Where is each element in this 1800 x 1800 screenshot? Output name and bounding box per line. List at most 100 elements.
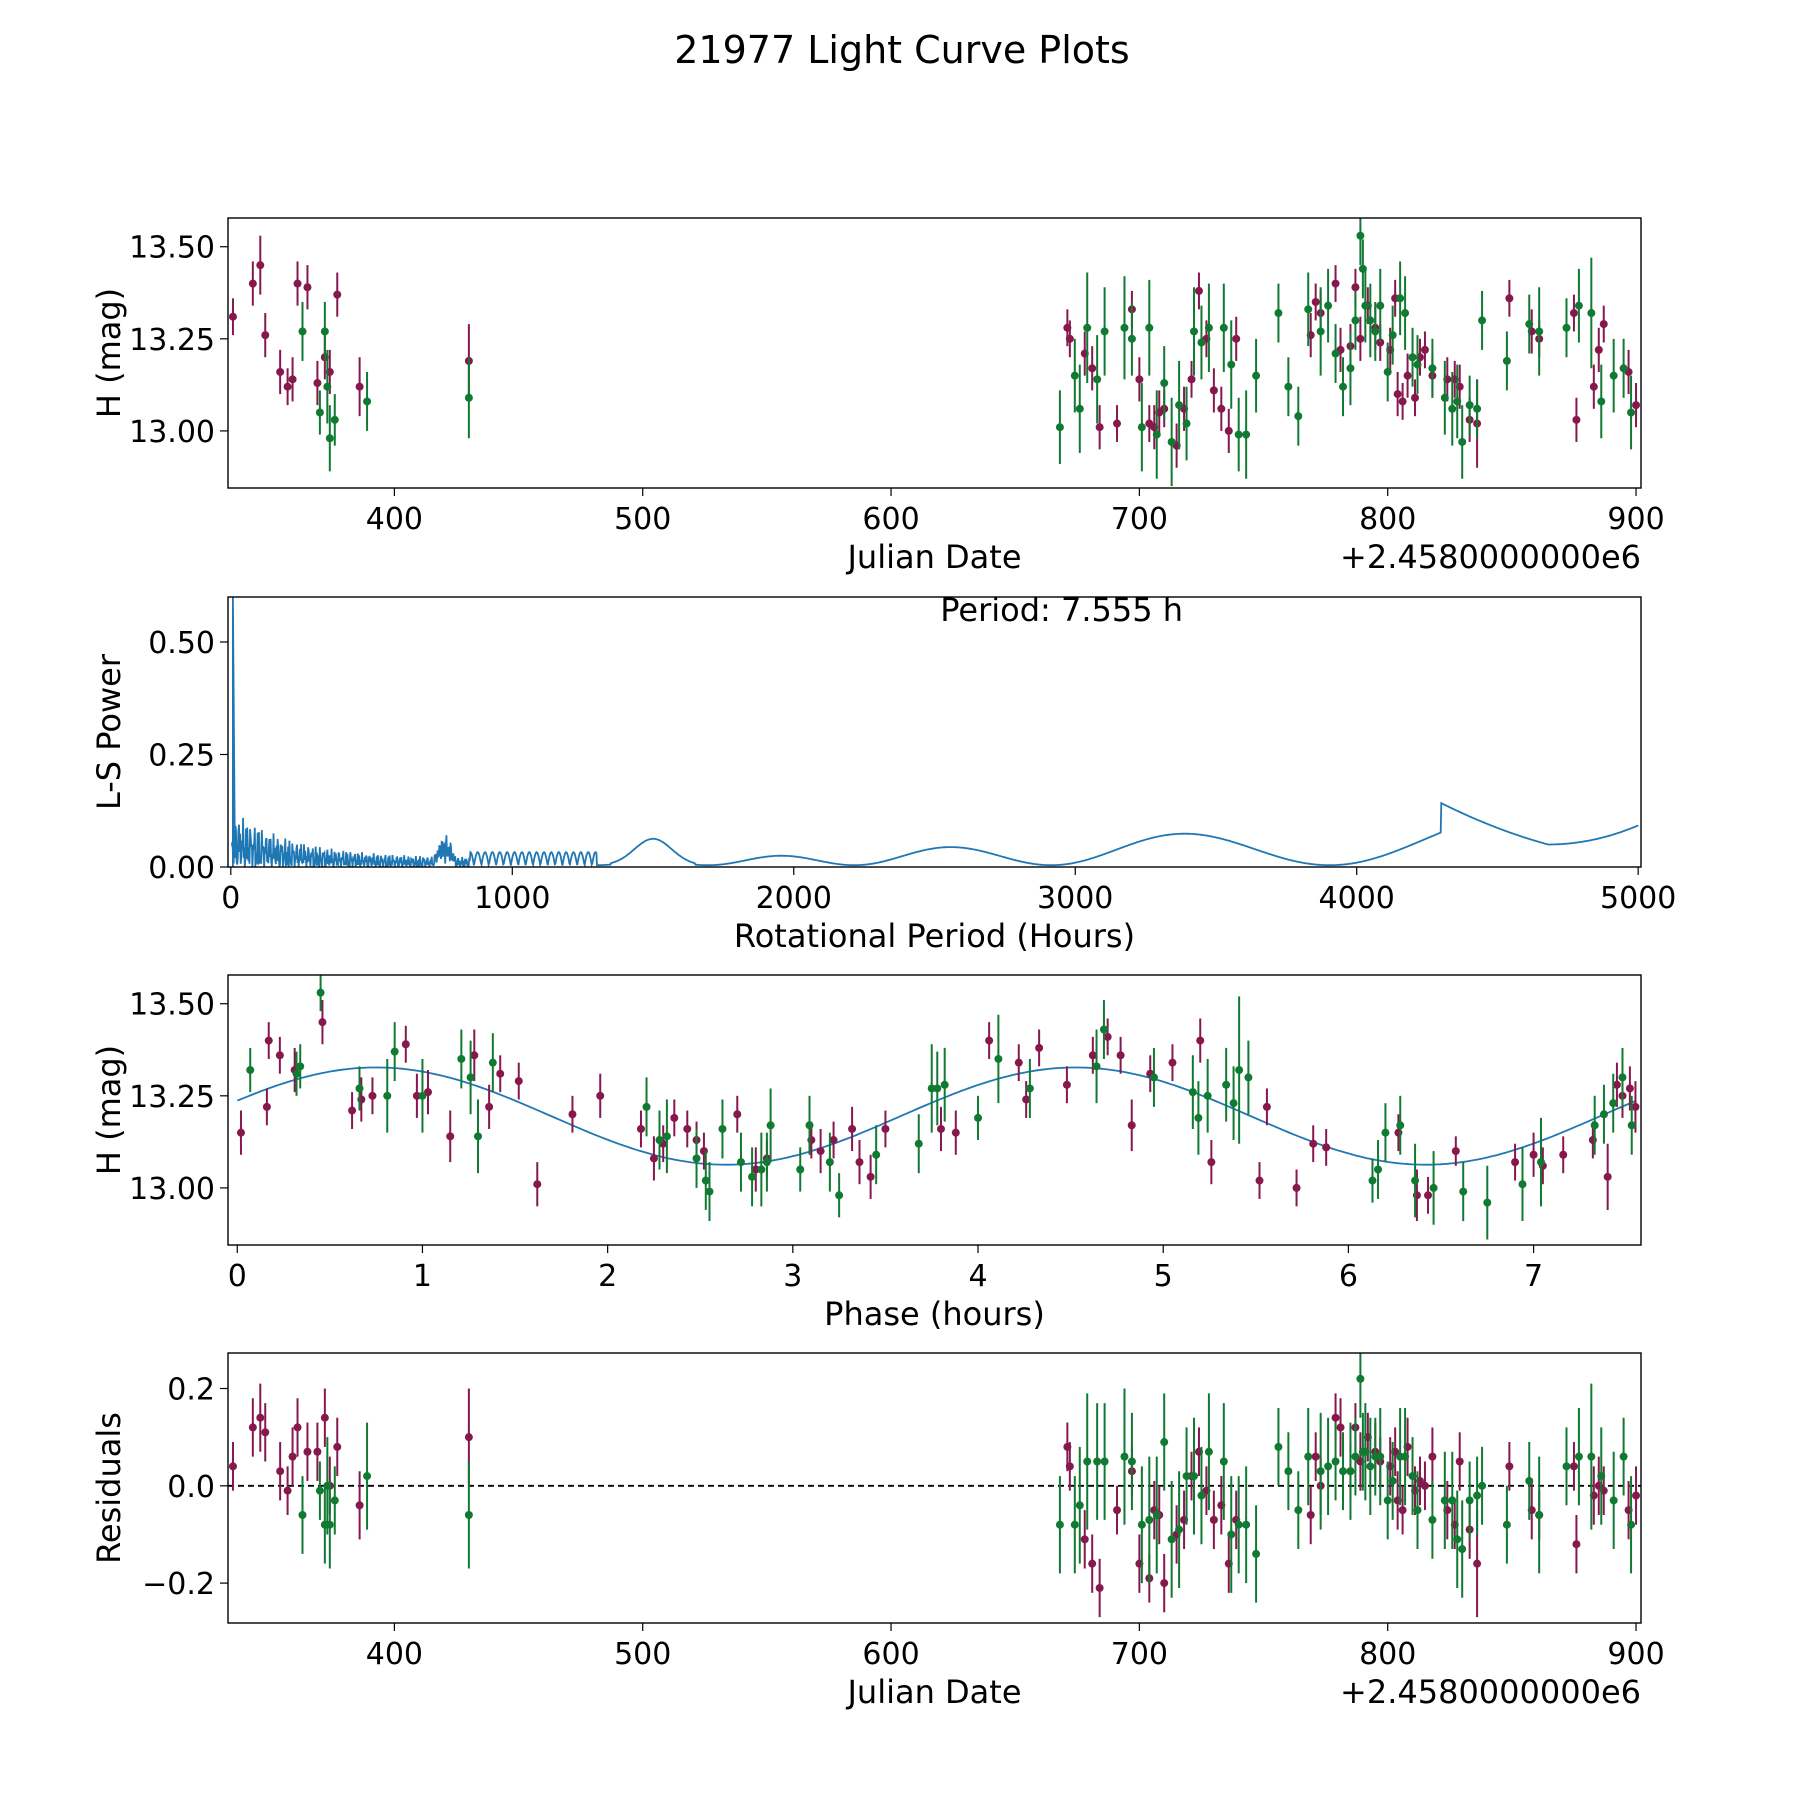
data-point [446, 1132, 455, 1141]
data-point [940, 1080, 949, 1089]
x-tick-label: 400 [366, 1637, 423, 1672]
data-point [256, 261, 265, 270]
y-tick-label: 13.00 [129, 415, 215, 450]
x-tick-label: 400 [366, 502, 423, 537]
data-point [1453, 397, 1462, 406]
data-point [355, 1501, 364, 1510]
x-tick-label: 600 [862, 502, 919, 537]
series-green [298, 1353, 1636, 1603]
data-point [1428, 1452, 1437, 1461]
data-point [1627, 408, 1636, 417]
data-point [1113, 1506, 1122, 1515]
data-point [1160, 1438, 1169, 1447]
data-point [835, 1191, 844, 1200]
data-point [1099, 1025, 1108, 1034]
x-offset-label: +2.4580000000e6 [1340, 538, 1641, 576]
x-tick-label: 600 [862, 1637, 919, 1672]
data-point [1234, 430, 1243, 439]
data-point [733, 1110, 742, 1119]
data-point [1209, 386, 1218, 395]
data-point [1095, 423, 1104, 432]
data-point [1597, 1472, 1606, 1481]
data-point [762, 1158, 771, 1167]
data-point [1631, 1102, 1640, 1111]
data-point [1627, 1520, 1636, 1529]
data-point [1599, 320, 1608, 329]
y-tick-label: 0.50 [148, 626, 215, 661]
data-point [1388, 1476, 1397, 1485]
data-point [457, 1054, 466, 1063]
data-point [1609, 1099, 1618, 1108]
data-point [1535, 327, 1544, 336]
data-point [1222, 1080, 1231, 1089]
data-point [333, 1442, 342, 1451]
data-point [1120, 323, 1129, 332]
data-point [1346, 364, 1355, 373]
data-point [1137, 1520, 1146, 1529]
data-point [642, 1102, 651, 1111]
data-point [736, 1158, 745, 1167]
data-point [1574, 301, 1583, 310]
data-point [1505, 294, 1514, 303]
data-point [1324, 1462, 1333, 1471]
series-green [298, 218, 1636, 487]
data-point [288, 375, 297, 384]
data-point [1093, 1457, 1102, 1466]
data-point [1274, 309, 1283, 318]
data-point [1465, 401, 1474, 410]
data-point [1167, 1535, 1176, 1544]
data-point [390, 1047, 399, 1056]
data-point [1339, 382, 1348, 391]
data-point [1322, 1143, 1331, 1152]
data-point [1502, 356, 1511, 365]
data-point [1070, 371, 1079, 380]
data-point [1473, 1491, 1482, 1500]
data-point [1219, 323, 1228, 332]
data-point [1207, 1158, 1216, 1167]
data-point [1424, 1191, 1433, 1200]
data-point [1518, 1180, 1527, 1189]
y-tick-label: 13.25 [129, 1080, 215, 1115]
data-point [474, 1132, 483, 1141]
data-point [1599, 1110, 1608, 1119]
data-point [363, 397, 372, 406]
data-point [1356, 1374, 1365, 1383]
data-point [1505, 1462, 1514, 1471]
x-tick-label: 900 [1607, 502, 1664, 537]
data-point [1065, 334, 1074, 343]
x-tick-label: 0 [221, 881, 240, 916]
data-point [325, 1520, 334, 1529]
data-point [288, 1452, 297, 1461]
x-axis-label: Julian Date [845, 538, 1021, 576]
data-point [1227, 1530, 1236, 1539]
data-point [1127, 1457, 1136, 1466]
data-point [1589, 382, 1598, 391]
data-point [1632, 1491, 1641, 1500]
data-point [1197, 1491, 1206, 1500]
data-point [1274, 1442, 1283, 1451]
data-point [1403, 371, 1412, 380]
data-point [316, 988, 325, 997]
data-point [1366, 1462, 1375, 1471]
data-point [1374, 1165, 1383, 1174]
data-point [418, 1091, 427, 1100]
x-tick-label: 2000 [756, 881, 832, 916]
data-point [1025, 1084, 1034, 1093]
data-point [236, 1128, 245, 1137]
plot-area [228, 218, 1641, 487]
data-point [318, 1018, 327, 1027]
data-point [1190, 327, 1199, 336]
data-point [276, 1467, 285, 1476]
data-point [276, 367, 285, 376]
data-point [1262, 1102, 1271, 1111]
data-point [1453, 1535, 1462, 1544]
y-tick-label: 13.25 [129, 323, 215, 358]
data-point [1149, 1073, 1158, 1082]
data-point [1244, 1073, 1253, 1082]
data-point [1572, 1540, 1581, 1549]
x-tick-label: 1000 [474, 881, 550, 916]
data-point [1619, 1452, 1628, 1461]
data-point [1022, 1095, 1031, 1104]
y-tick-label: 13.50 [129, 988, 215, 1023]
